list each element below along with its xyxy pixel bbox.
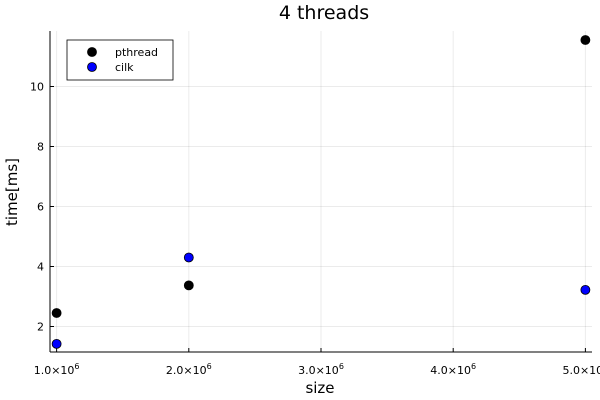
data-point-pthread — [580, 35, 591, 45]
data-point-pthread — [51, 308, 62, 318]
y-tick-label: 6 — [37, 201, 44, 214]
chart-title: 4 threads — [279, 2, 369, 24]
legend-label-cilk: cilk — [115, 61, 134, 74]
x-tick-label: 3.0×106 — [298, 362, 344, 377]
data-point-cilk — [580, 284, 591, 295]
legend-marker-cilk — [87, 62, 97, 72]
axes — [49, 31, 592, 353]
data-point-cilk — [183, 252, 194, 263]
y-axis-label: time[ms] — [3, 158, 21, 226]
y-tick-label: 8 — [37, 141, 44, 154]
legend-label-pthread: pthread — [115, 46, 158, 59]
legend: pthread cilk — [66, 39, 174, 81]
data-points — [51, 35, 591, 349]
grid — [50, 31, 592, 352]
x-tick-label: 1.0×106 — [34, 362, 80, 377]
data-point-pthread — [183, 280, 194, 291]
x-axis-label: size — [305, 379, 334, 397]
y-tick-label: 10 — [30, 81, 44, 94]
data-point-cilk — [51, 338, 62, 349]
x-tick-label: 2.0×106 — [166, 362, 212, 377]
legend-marker-pthread — [87, 47, 97, 57]
tick-labels: 1.0×106 2.0×106 3.0×106 4.0×106 5.0×106 2 4 6 8 1… — [30, 81, 600, 378]
legend-box — [66, 39, 174, 81]
x-tick-label: 4.0×106 — [430, 362, 476, 377]
y-tick-label: 4 — [37, 261, 44, 274]
x-tick-label: 5.0×106 — [562, 362, 600, 377]
y-tick-label: 2 — [37, 321, 44, 334]
